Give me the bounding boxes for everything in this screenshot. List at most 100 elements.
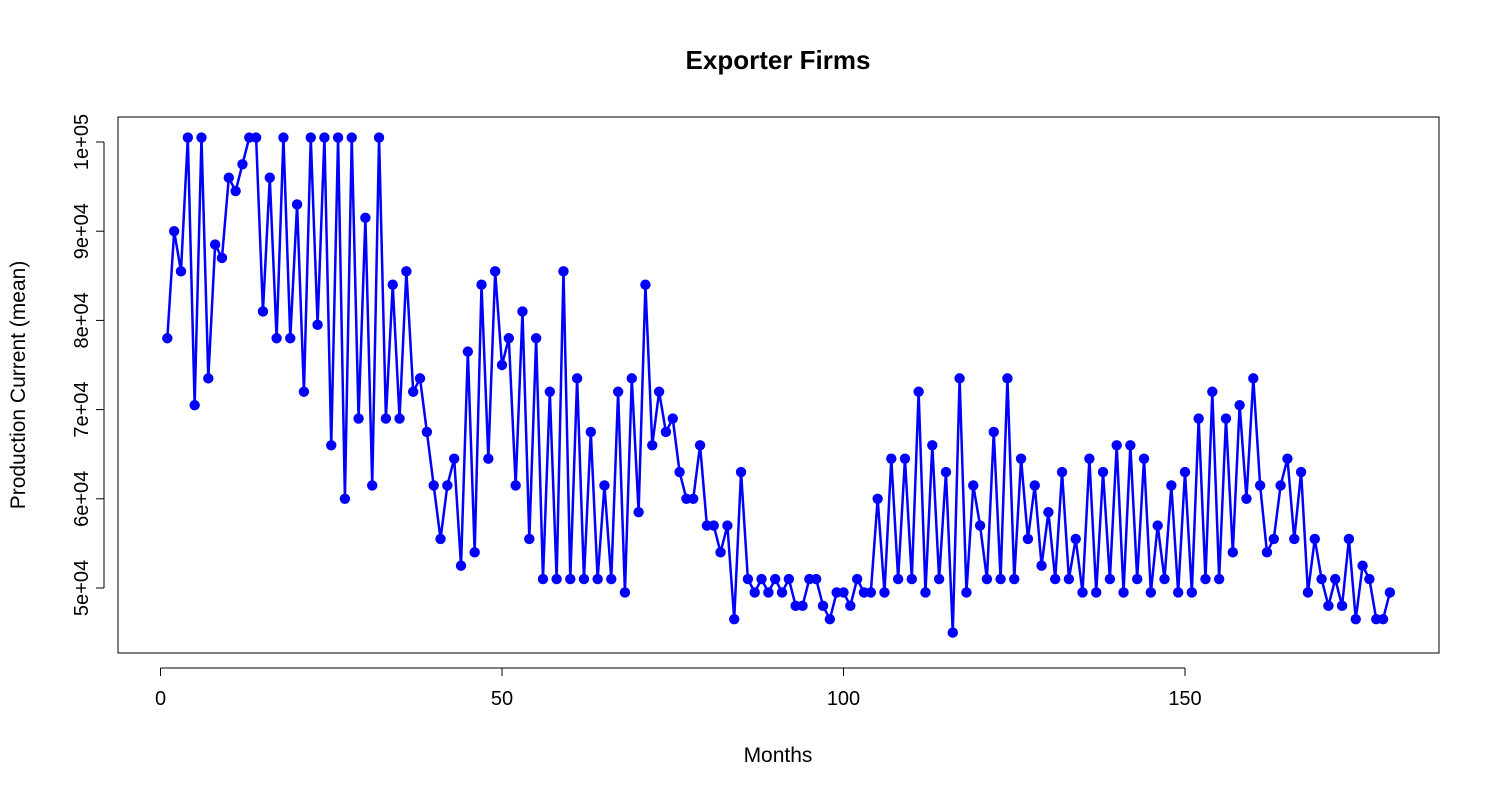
data-point: [1063, 573, 1075, 585]
data-point: [626, 373, 637, 384]
data-point: [838, 587, 849, 598]
data-point: [1138, 453, 1150, 464]
data-point: [606, 573, 617, 585]
data-point: [428, 480, 439, 491]
data-point: [1002, 373, 1013, 384]
y-tick-label: 9e+04: [71, 203, 93, 259]
data-point: [435, 533, 446, 545]
data-point: [489, 266, 501, 277]
y-tick-label: 1e+05: [71, 114, 93, 170]
data-point: [367, 480, 378, 491]
chart-title: Exporter Firms: [686, 45, 871, 75]
data-point: [1050, 573, 1061, 585]
data-point: [592, 573, 603, 585]
data-point: [1111, 440, 1122, 451]
data-point: [530, 333, 542, 344]
data-point: [285, 333, 296, 344]
data-point: [517, 306, 528, 317]
data-point: [770, 573, 781, 585]
data-point: [1022, 533, 1034, 545]
data-point: [442, 480, 453, 491]
data-point: [278, 132, 289, 143]
data-point: [414, 373, 426, 384]
data-point: [619, 587, 631, 598]
data-point: [722, 520, 733, 531]
data-point: [1207, 386, 1218, 397]
data-point: [1254, 480, 1266, 491]
data-point: [1248, 373, 1259, 384]
data-point: [448, 453, 460, 464]
y-tick-label: 6e+04: [71, 471, 93, 527]
data-point: [1015, 453, 1027, 464]
data-point: [954, 373, 965, 384]
data-point: [981, 573, 993, 585]
data-point: [394, 413, 405, 424]
data-point: [633, 506, 644, 518]
data-point: [250, 132, 262, 143]
y-axis-label: Production Current (mean): [7, 261, 30, 510]
data-point: [1309, 533, 1320, 545]
y-tick-label: 8e+04: [71, 292, 93, 348]
data-point: [257, 306, 269, 317]
data-point: [612, 386, 624, 397]
data-point: [1261, 547, 1273, 558]
data-point: [1179, 466, 1191, 478]
data-point: [729, 614, 740, 625]
data-point: [1009, 573, 1020, 585]
data-point: [694, 440, 706, 451]
data-point: [558, 266, 569, 277]
data-point: [824, 614, 836, 625]
y-axis: 5e+04 6e+04 7e+04 8e+04 9e+04 1e+05: [71, 114, 105, 616]
data-point: [810, 573, 822, 585]
data-point: [974, 520, 986, 531]
data-point: [1125, 440, 1136, 451]
x-tick-label: 0: [155, 688, 166, 710]
data-point: [988, 426, 999, 438]
data-point: [688, 493, 699, 504]
data-point: [1384, 587, 1396, 598]
x-axis: 0 50 100 150: [155, 667, 1202, 710]
data-point: [373, 132, 385, 143]
data-point: [544, 386, 556, 397]
data-point: [291, 199, 303, 210]
data-point: [783, 573, 795, 585]
data-point: [1036, 560, 1047, 571]
data-point: [1200, 573, 1211, 585]
data-point: [326, 440, 337, 451]
data-point: [776, 587, 788, 598]
data-point: [1323, 600, 1334, 612]
data-point: [1336, 600, 1348, 612]
data-point: [524, 533, 535, 545]
data-point: [899, 453, 911, 464]
data-point: [1131, 573, 1143, 585]
data-point: [585, 426, 596, 438]
data-point: [817, 600, 829, 612]
data-point: [886, 453, 897, 464]
data-point: [346, 132, 357, 143]
data-point: [653, 386, 665, 397]
data-point: [339, 493, 351, 504]
data-point: [421, 426, 433, 438]
data-point: [1316, 573, 1327, 585]
data-point: [1043, 506, 1054, 518]
data-point: [305, 132, 316, 143]
data-point: [1166, 480, 1177, 491]
data-point: [1152, 520, 1163, 531]
data-point: [647, 440, 658, 451]
data-point: [196, 132, 207, 143]
data-point: [1241, 493, 1252, 504]
data-point: [1343, 533, 1355, 545]
data-point: [1159, 573, 1170, 585]
data-point: [380, 413, 392, 424]
data-point: [571, 373, 583, 384]
data-point: [462, 346, 474, 357]
data-point: [537, 573, 549, 585]
data-point: [1145, 587, 1157, 598]
data-point: [708, 520, 719, 531]
data-point: [565, 573, 576, 585]
data-point: [865, 587, 877, 598]
data-point: [1091, 587, 1102, 598]
data-point: [947, 627, 958, 638]
data-point: [401, 266, 412, 277]
